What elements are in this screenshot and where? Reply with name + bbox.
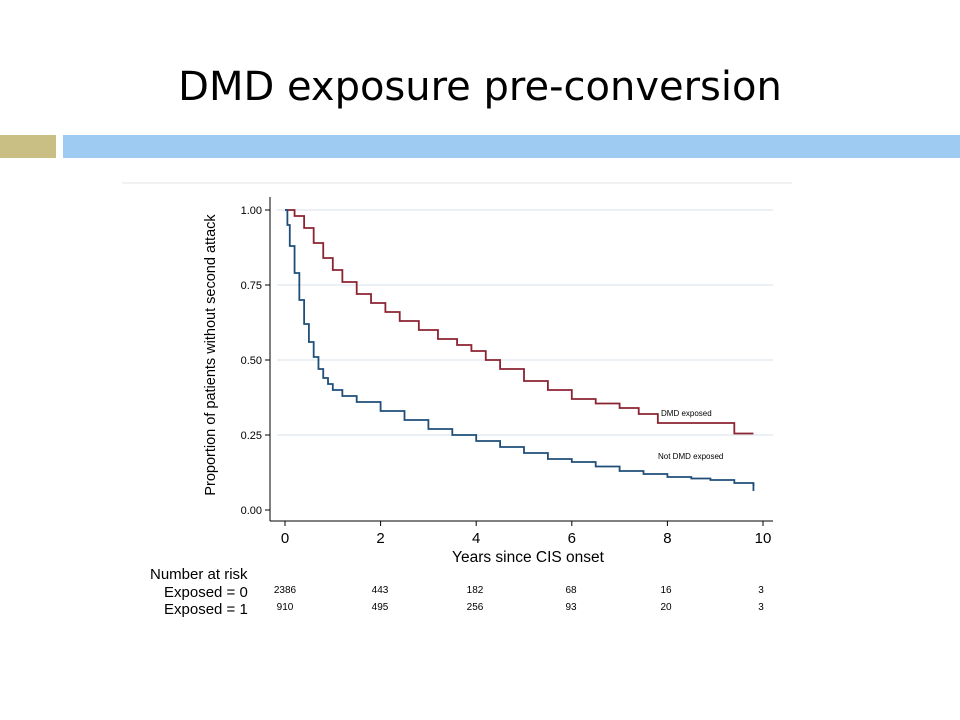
y-ticks: 0.00 0.25 0.50 0.75 1.00 (241, 205, 270, 517)
x-tick-label: 10 (755, 530, 772, 547)
x-tick-label: 4 (472, 530, 480, 547)
y-tick-label: 0.50 (241, 355, 262, 367)
risk-value: 93 (565, 602, 577, 613)
series-labels: DMD exposed Not DMD exposed (658, 409, 723, 461)
risk-value: 182 (467, 585, 484, 596)
risk-value: 443 (372, 585, 389, 596)
x-axis-label: Years since CIS onset (452, 549, 605, 566)
series-label-1: Not DMD exposed (658, 452, 723, 461)
x-ticks: 0 2 4 6 8 10 (281, 521, 772, 547)
y-tick-label: 0.00 (241, 505, 262, 517)
series-line-1 (285, 209, 755, 486)
y-tick-label: 1.00 (241, 205, 262, 217)
slide-title: DMD exposure pre-conversion (178, 64, 782, 110)
grid-lines (277, 209, 773, 436)
risk-value: 16 (660, 585, 672, 596)
y-axis-label: Proportion of patients without second at… (203, 214, 219, 496)
series-label-0: DMD exposed (661, 409, 712, 418)
risk-table-title: Number at risk (150, 566, 248, 583)
series-line-0 (285, 209, 754, 435)
y-tick-label: 0.75 (241, 280, 262, 292)
x-tick-label: 2 (376, 530, 384, 547)
risk-value: 68 (565, 585, 577, 596)
risk-value: 495 (372, 602, 389, 613)
risk-table-values: 2386 443 182 68 16 3 910 495 256 93 20 3 (274, 585, 764, 613)
series-lines (285, 209, 755, 491)
x-tick-label: 6 (568, 530, 576, 547)
axes (269, 197, 773, 522)
risk-row-label-0: Exposed = 0 (164, 584, 248, 601)
accent-bar-right (63, 135, 960, 158)
risk-value: 3 (758, 602, 764, 613)
x-tick-label: 0 (281, 530, 289, 547)
x-tick-label: 8 (663, 530, 671, 547)
risk-value: 910 (277, 602, 294, 613)
risk-row-label-1: Exposed = 1 (164, 601, 248, 618)
accent-bar-left (0, 135, 56, 158)
risk-value: 256 (467, 602, 484, 613)
risk-value: 3 (758, 585, 764, 596)
risk-value: 20 (660, 602, 672, 613)
risk-value: 2386 (274, 585, 297, 596)
y-tick-label: 0.25 (241, 430, 262, 442)
